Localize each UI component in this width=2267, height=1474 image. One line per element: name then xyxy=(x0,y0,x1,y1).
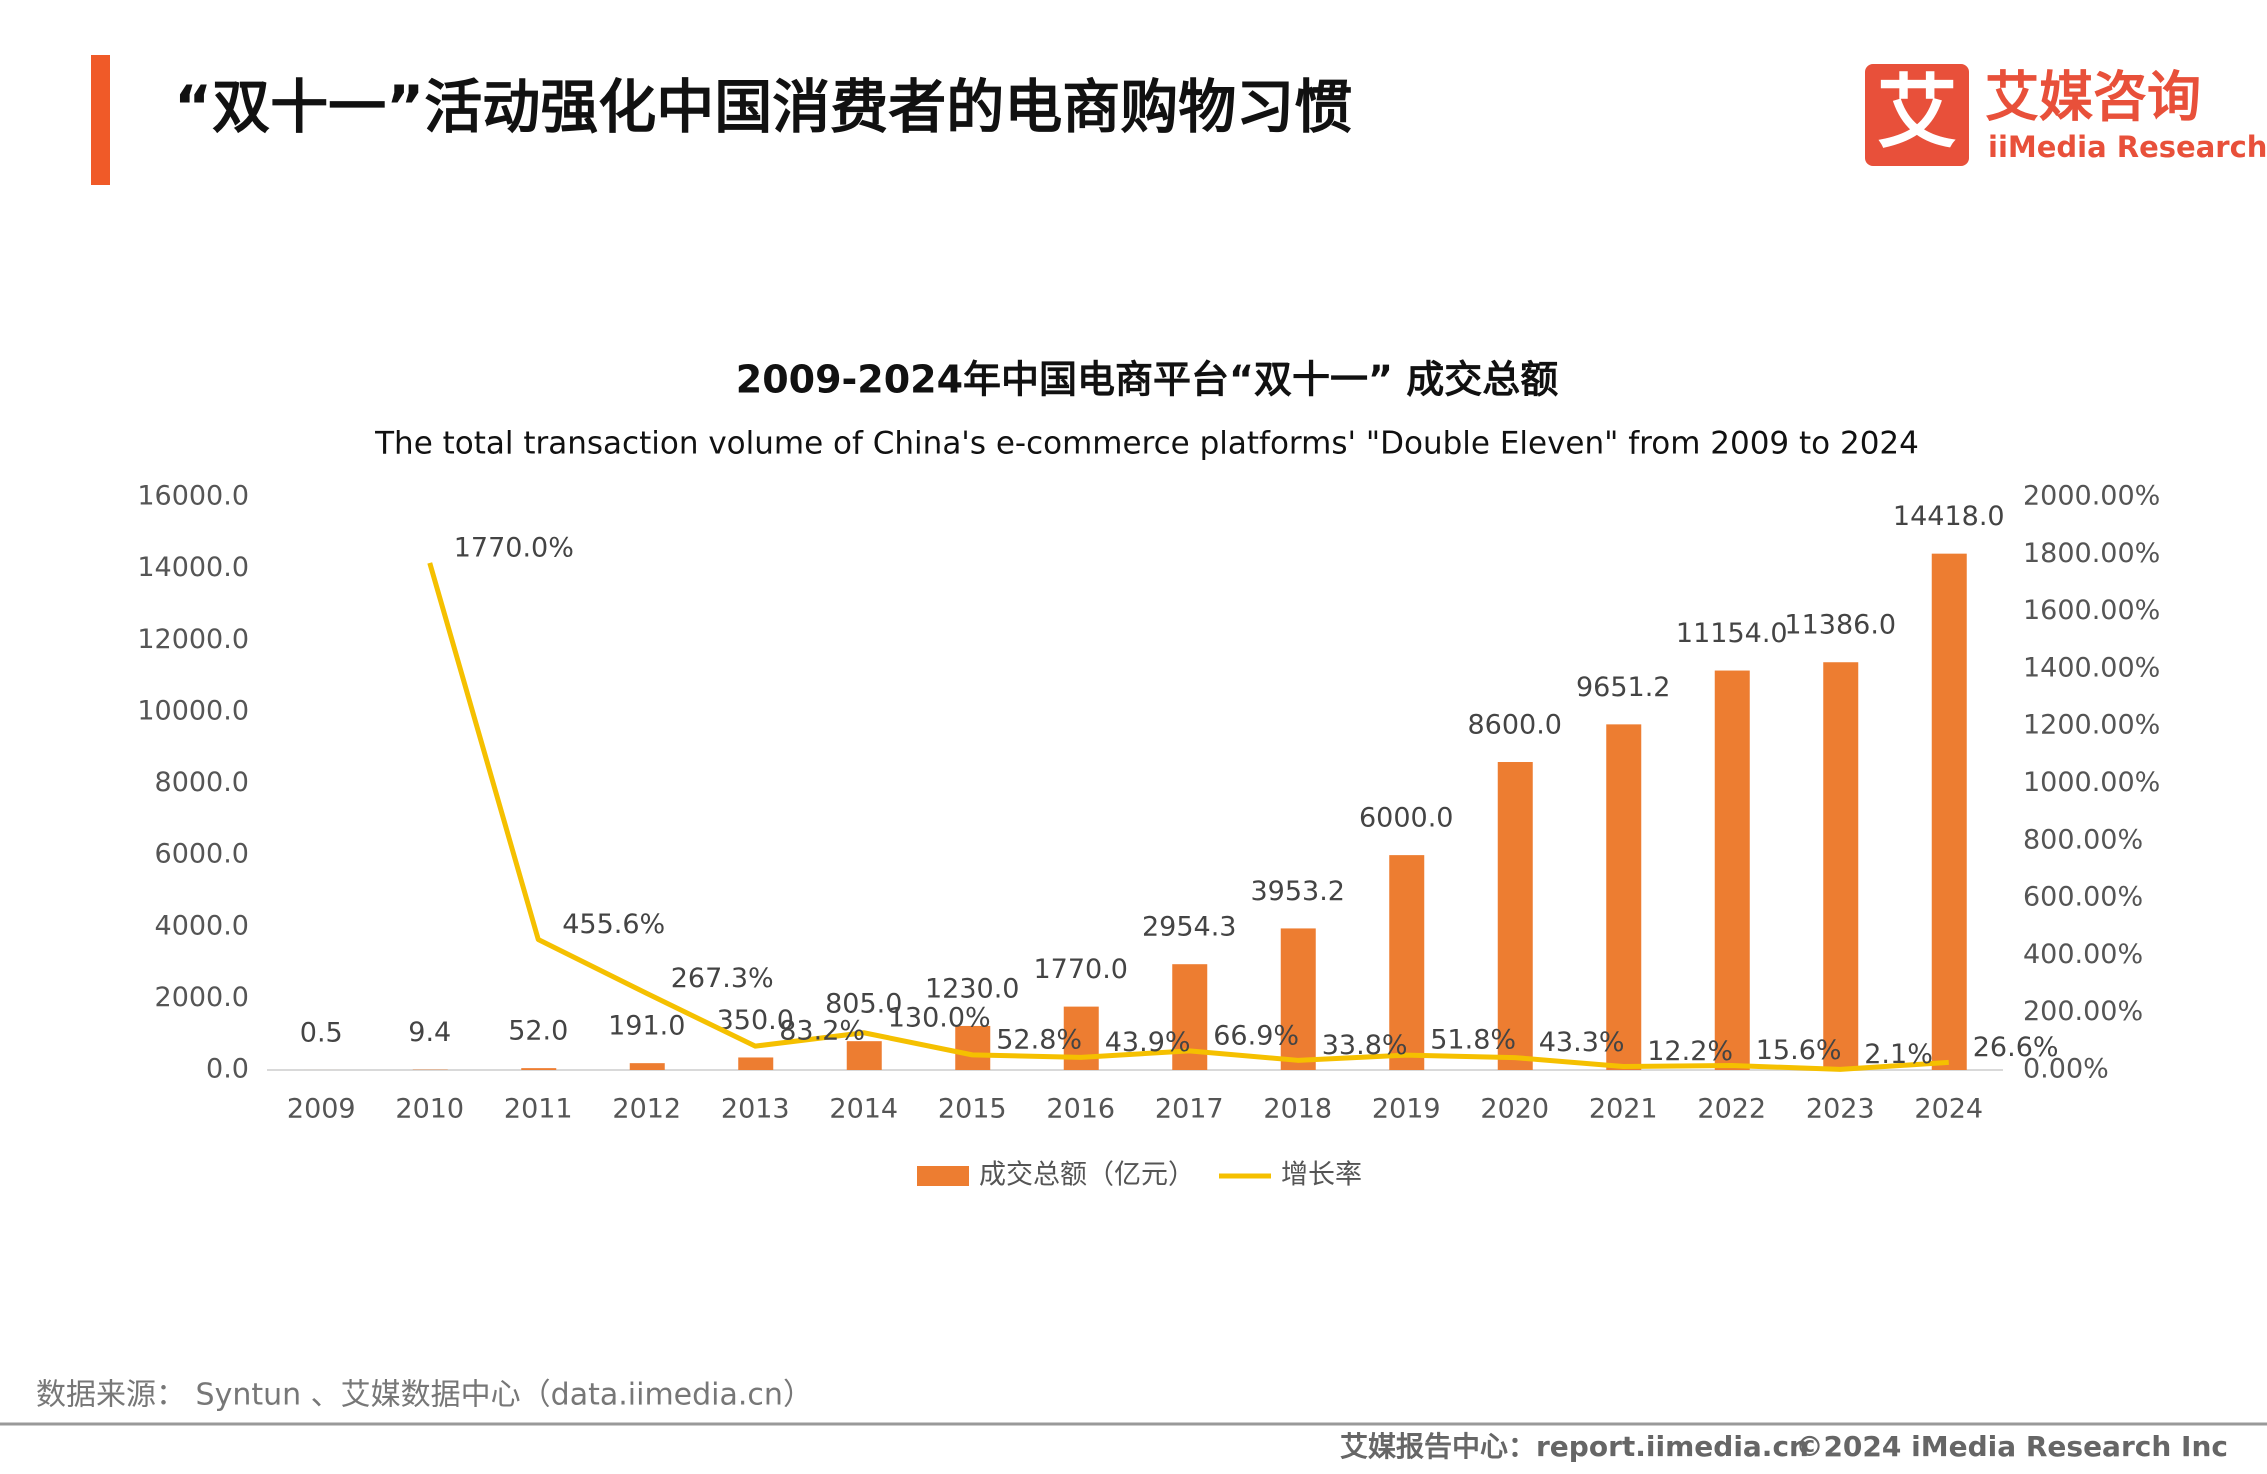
bar xyxy=(629,1063,665,1070)
bar xyxy=(521,1068,557,1070)
bar xyxy=(1280,928,1316,1070)
logo-cn: 艾媒咨询 xyxy=(1985,66,2201,129)
bar xyxy=(1714,670,1750,1070)
x-tick-label: 2012 xyxy=(612,1094,681,1125)
x-tick-label: 2009 xyxy=(287,1094,356,1125)
bar-value-label: 350.0 xyxy=(717,1005,794,1036)
y-tick-label: 16000.0 xyxy=(137,481,249,512)
line-value-label: 455.6% xyxy=(562,909,665,940)
accent-bar xyxy=(91,55,110,185)
logo-box xyxy=(1865,64,1969,166)
logo-mark: 艾 xyxy=(1877,66,1957,159)
x-tick-label: 2010 xyxy=(395,1094,464,1125)
bar-value-label: 1230.0 xyxy=(925,973,1019,1004)
x-tick-label: 2015 xyxy=(938,1094,1007,1125)
bar-value-label: 11386.0 xyxy=(1784,610,1896,641)
chart-title: 2009-2024年中国电商平台“双十一” 成交总额 xyxy=(736,358,1558,402)
bar-value-label: 805.0 xyxy=(825,989,902,1020)
y-tick-label: 10000.0 xyxy=(137,695,249,726)
bar-value-label: 6000.0 xyxy=(1359,803,1453,834)
x-tick-label: 2016 xyxy=(1046,1094,1115,1125)
bar xyxy=(738,1057,774,1070)
y-tick-label: 2000.0 xyxy=(155,982,249,1013)
bar-value-label: 11154.0 xyxy=(1676,618,1788,649)
bar-value-label: 9651.2 xyxy=(1576,672,1670,703)
y2-tick-label: 800.00% xyxy=(2023,824,2143,855)
line-value-label: 51.8% xyxy=(1430,1025,1516,1056)
source: 数据来源： Syntun 、艾媒数据中心（data.iimedia.cn） xyxy=(36,1378,813,1413)
growth-line xyxy=(427,562,1949,1072)
bar-value-label: 3953.2 xyxy=(1251,876,1345,907)
bar xyxy=(1497,762,1533,1070)
bar-value-label: 8600.0 xyxy=(1468,710,1562,741)
y-tick-label: 0.0 xyxy=(206,1054,249,1085)
y2-tick-label: 1200.00% xyxy=(2023,710,2160,741)
logo-en: iiMedia Research xyxy=(1988,130,2267,164)
legend-swatch xyxy=(917,1166,969,1186)
page-title: “双十一”活动强化中国消费者的电商购物习惯 xyxy=(174,73,1352,141)
line-value-label: 43.3% xyxy=(1539,1027,1625,1058)
x-tick-label: 2018 xyxy=(1263,1094,1332,1125)
bar-value-label: 0.5 xyxy=(300,1017,343,1048)
line-value-label: 26.6% xyxy=(1973,1032,2059,1063)
footer-copyright: ©2024 iMedia Research Inc xyxy=(1795,1430,2228,1463)
bar xyxy=(1823,662,1859,1070)
line-value-label: 2.1% xyxy=(1864,1039,1933,1070)
x-tick-label: 2023 xyxy=(1806,1094,1875,1125)
x-tick-label: 2024 xyxy=(1914,1094,1983,1125)
x-tick-label: 2019 xyxy=(1372,1094,1441,1125)
y2-tick-label: 200.00% xyxy=(2023,996,2143,1027)
line-value-label: 1770.0% xyxy=(454,532,574,563)
footer-site: 艾媒报告中心：report.iimedia.cn xyxy=(1340,1430,1809,1463)
chart-subtitle: The total transaction volume of China's … xyxy=(374,426,1919,462)
x-tick-label: 2020 xyxy=(1480,1094,1549,1125)
y2-tick-label: 1000.00% xyxy=(2023,767,2160,798)
bar-value-label: 1770.0 xyxy=(1034,954,1128,985)
line-value-label: 52.8% xyxy=(996,1024,1082,1055)
bar-value-label: 2954.3 xyxy=(1142,912,1236,943)
x-tick-label: 2022 xyxy=(1697,1094,1766,1125)
y2-tick-label: 0.00% xyxy=(2023,1054,2109,1085)
y-tick-label: 6000.0 xyxy=(155,839,249,870)
line-value-label: 130.0% xyxy=(888,1002,991,1033)
bar xyxy=(846,1041,882,1070)
x-tick-label: 2011 xyxy=(504,1094,573,1125)
line-value-label: 33.8% xyxy=(1322,1030,1408,1061)
y2-tick-label: 2000.00% xyxy=(2023,481,2160,512)
line-value-label: 15.6% xyxy=(1756,1035,1842,1066)
bar xyxy=(1931,553,1967,1070)
legend-label: 增长率 xyxy=(1281,1160,1362,1191)
y2-tick-label: 1400.00% xyxy=(2023,652,2160,683)
x-tick-label: 2017 xyxy=(1155,1094,1224,1125)
bar-value-label: 14418.0 xyxy=(1893,501,2005,532)
bar xyxy=(955,1025,991,1070)
bar-value-label: 9.4 xyxy=(408,1017,451,1048)
line-value-label: 12.2% xyxy=(1647,1036,1733,1067)
legend-label: 成交总额（亿元） xyxy=(979,1160,1195,1191)
y2-tick-label: 400.00% xyxy=(2023,939,2143,970)
y-tick-label: 4000.0 xyxy=(155,910,249,941)
y2-tick-label: 1800.00% xyxy=(2023,538,2160,569)
y-tick-label: 8000.0 xyxy=(155,767,249,798)
y2-tick-label: 600.00% xyxy=(2023,882,2143,913)
line-value-label: 267.3% xyxy=(671,963,774,994)
y-tick-label: 14000.0 xyxy=(137,552,249,583)
bar xyxy=(1606,724,1642,1070)
y-tick-label: 12000.0 xyxy=(137,624,249,655)
x-tick-label: 2013 xyxy=(721,1094,790,1125)
bar-value-label: 52.0 xyxy=(508,1016,568,1047)
x-tick-label: 2014 xyxy=(829,1094,898,1125)
line-value-label: 83.2% xyxy=(779,1016,865,1047)
x-tick-label: 2021 xyxy=(1589,1094,1658,1125)
bar xyxy=(1389,855,1425,1070)
line-value-label: 43.9% xyxy=(1105,1027,1191,1058)
y2-tick-label: 1600.00% xyxy=(2023,595,2160,626)
line-value-label: 66.9% xyxy=(1213,1020,1299,1051)
bar-value-label: 191.0 xyxy=(608,1011,685,1042)
